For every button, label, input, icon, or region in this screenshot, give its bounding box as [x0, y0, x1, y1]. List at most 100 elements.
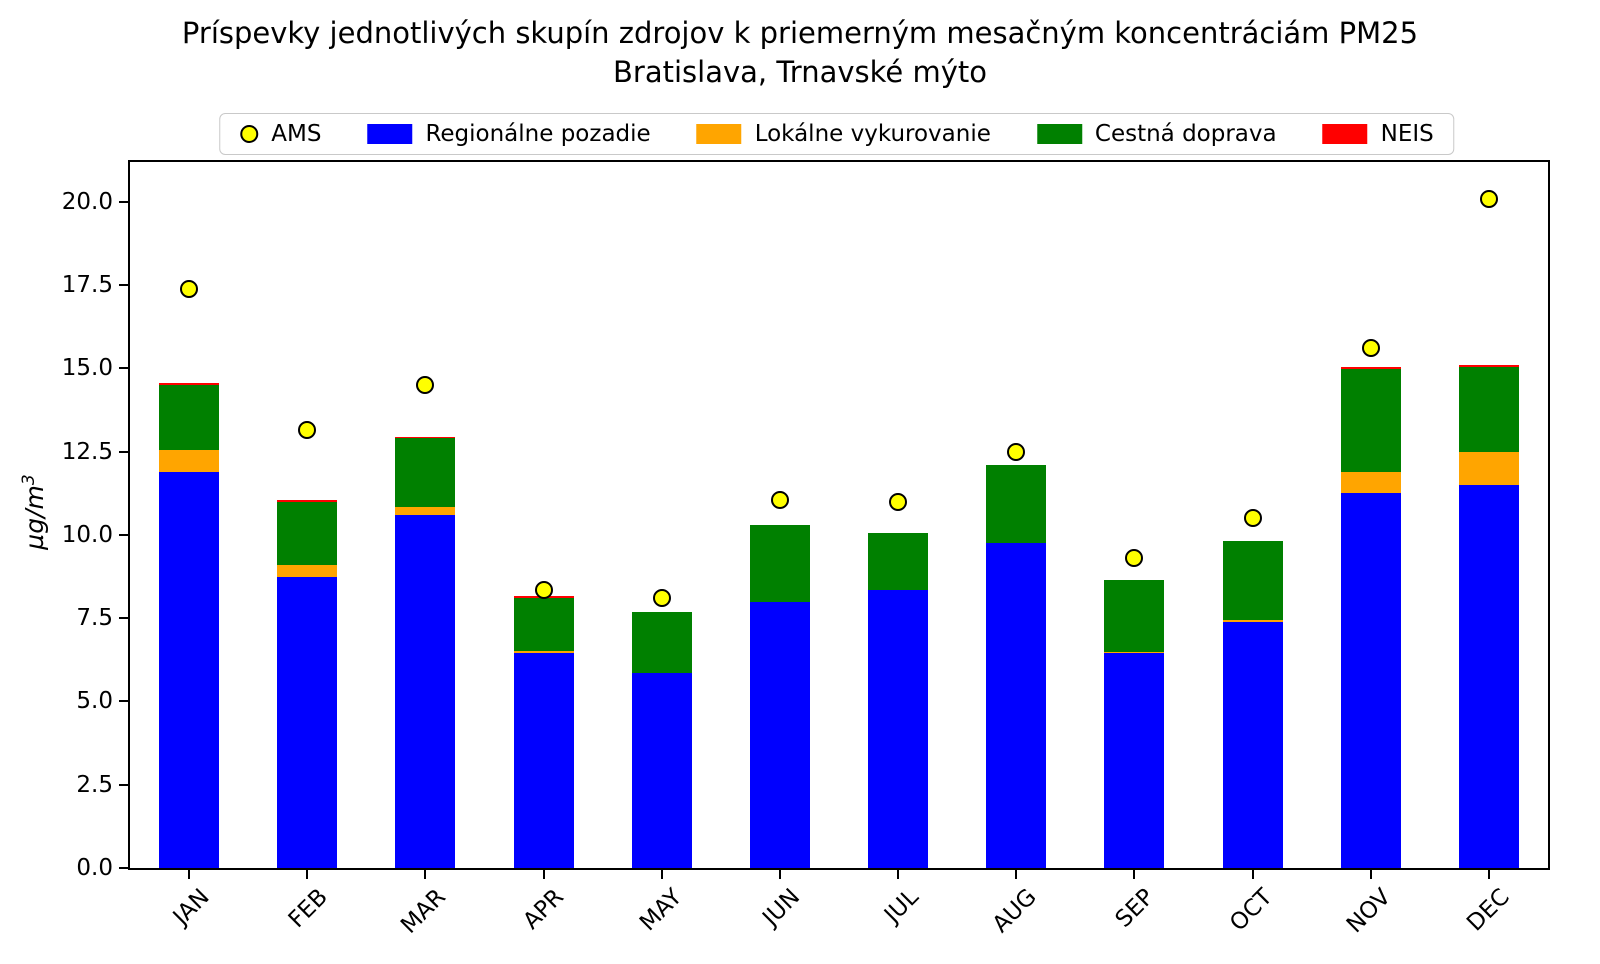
y-tick-label: 12.5	[61, 438, 113, 465]
y-tick	[119, 617, 128, 620]
x-tick-label-jul: JUL	[879, 884, 924, 929]
x-tick	[897, 870, 900, 879]
x-tick-label-jan: JAN	[168, 884, 215, 931]
bar-segment-mar	[395, 506, 456, 515]
bar-segment-apr	[513, 650, 574, 654]
x-tick-label-feb: FEB	[283, 884, 333, 934]
bar-segment-feb	[277, 500, 338, 502]
x-tick	[660, 870, 663, 879]
ams-marker-sep	[1125, 549, 1144, 568]
x-tick-label-sep: SEP	[1110, 884, 1160, 933]
bar-segment-jun	[749, 601, 810, 868]
x-tick	[778, 870, 781, 879]
bar-segment-mar	[395, 437, 456, 439]
x-tick	[1015, 870, 1018, 879]
chart-title-block: Príspevky jednotlivých skupín zdrojov k …	[0, 14, 1600, 92]
y-tick	[119, 284, 128, 287]
x-tick-label-mar: MAR	[395, 884, 451, 939]
x-tick	[1487, 870, 1490, 879]
y-tick-label: 2.5	[76, 771, 113, 798]
bar-segment-feb	[277, 501, 338, 565]
legend: AMS Regionálne pozadie Lokálne vykurovan…	[219, 113, 1455, 155]
x-tick-label-oct: OCT	[1225, 884, 1278, 937]
y-tick	[119, 700, 128, 703]
chart-subtitle: Bratislava, Trnavské mýto	[613, 55, 987, 89]
bar-segment-oct	[1222, 619, 1283, 622]
legend-item-lokalne-vykurovanie: Lokálne vykurovanie	[696, 121, 991, 147]
bar-segment-aug	[986, 543, 1047, 868]
bar-segment-dec	[1458, 451, 1519, 486]
y-tick-label: 5.0	[76, 688, 113, 715]
y-axis-label: µg/m3	[19, 474, 49, 549]
y-tick	[119, 867, 128, 869]
bar-segment-mar	[395, 438, 456, 507]
y-tick	[119, 533, 128, 536]
x-tick	[188, 870, 191, 879]
bar-segment-feb	[277, 576, 338, 868]
bar-segment-nov	[1340, 472, 1401, 494]
orange-swatch-icon	[696, 124, 742, 144]
legend-item-neis: NEIS	[1322, 121, 1434, 147]
y-tick-label: 15.0	[61, 355, 113, 382]
ams-marker-mar	[416, 376, 435, 395]
bar-segment-jul	[868, 589, 929, 868]
chart-title: Príspevky jednotlivých skupín zdrojov k …	[181, 16, 1419, 50]
ams-marker-nov	[1361, 339, 1380, 358]
bar-segment-feb	[277, 564, 338, 577]
bar-segment-oct	[1222, 541, 1283, 620]
x-tick-label-jun: JUN	[758, 884, 806, 932]
y-axis-label-exponent: 3	[18, 474, 39, 486]
legend-label-regionalne-pozadie: Regionálne pozadie	[425, 121, 651, 147]
y-tick	[119, 200, 128, 203]
y-axis-label-base: µg/m	[20, 485, 50, 550]
plot-area: 0.0 2.5 5.0 7.5 10.0 12.5 15.0 17.5 20.0 JAN FEB MA…	[62, 160, 1550, 939]
legend-label-ams: AMS	[271, 121, 322, 147]
y-tick-label: 7.5	[76, 605, 113, 632]
bar-segment-dec	[1458, 366, 1519, 452]
legend-label-cestna-doprava: Cestná doprava	[1094, 121, 1277, 147]
legend-label-neis: NEIS	[1380, 121, 1434, 147]
ams-marker-feb	[298, 421, 317, 440]
y-tick-label: 10.0	[61, 521, 113, 548]
bar-segment-dec	[1458, 485, 1519, 868]
bar-segment-apr	[513, 653, 574, 868]
ams-marker-jun	[770, 491, 789, 509]
blue-swatch-icon	[367, 124, 413, 144]
x-tick-label-dec: DEC	[1461, 884, 1515, 937]
y-tick	[119, 783, 128, 786]
bar-segment-oct	[1222, 621, 1283, 868]
bar-segment-mar	[395, 515, 456, 868]
red-swatch-icon	[1322, 124, 1368, 144]
y-tick-label: 17.5	[61, 272, 113, 299]
bar-segment-jan	[159, 385, 220, 451]
bar-segment-sep	[1104, 653, 1165, 868]
bar-segment-jan	[159, 383, 220, 386]
ams-marker-may	[652, 589, 671, 608]
bar-segment-nov	[1340, 367, 1401, 370]
bar-segment-jan	[159, 471, 220, 868]
bar-segment-may	[631, 611, 692, 674]
ams-marker-oct	[1243, 509, 1262, 528]
bar-segment-nov	[1340, 493, 1401, 868]
legend-item-cestna-doprava: Cestná doprava	[1036, 121, 1277, 147]
ams-marker-aug	[1007, 442, 1026, 461]
bar-segment-sep	[1104, 579, 1165, 652]
bar-segment-sep	[1104, 651, 1165, 654]
x-tick-label-nov: NOV	[1341, 884, 1397, 939]
x-tick-label-apr: APR	[518, 884, 569, 935]
x-tick	[306, 870, 309, 879]
x-tick-label-may: MAY	[634, 884, 688, 937]
x-tick	[1251, 870, 1254, 879]
bar-segment-may	[631, 673, 692, 868]
x-tick-label-aug: AUG	[987, 884, 1042, 939]
ams-marker-dec	[1479, 189, 1498, 208]
x-tick	[1133, 870, 1136, 879]
ams-marker-jul	[889, 492, 908, 511]
x-tick	[1369, 870, 1372, 879]
bar-segment-aug	[986, 465, 1047, 544]
legend-label-lokalne-vykurovanie: Lokálne vykurovanie	[754, 121, 991, 147]
bar-segment-nov	[1340, 369, 1401, 473]
ams-circle-icon	[240, 125, 259, 143]
y-tick-label: 20.0	[61, 188, 113, 215]
